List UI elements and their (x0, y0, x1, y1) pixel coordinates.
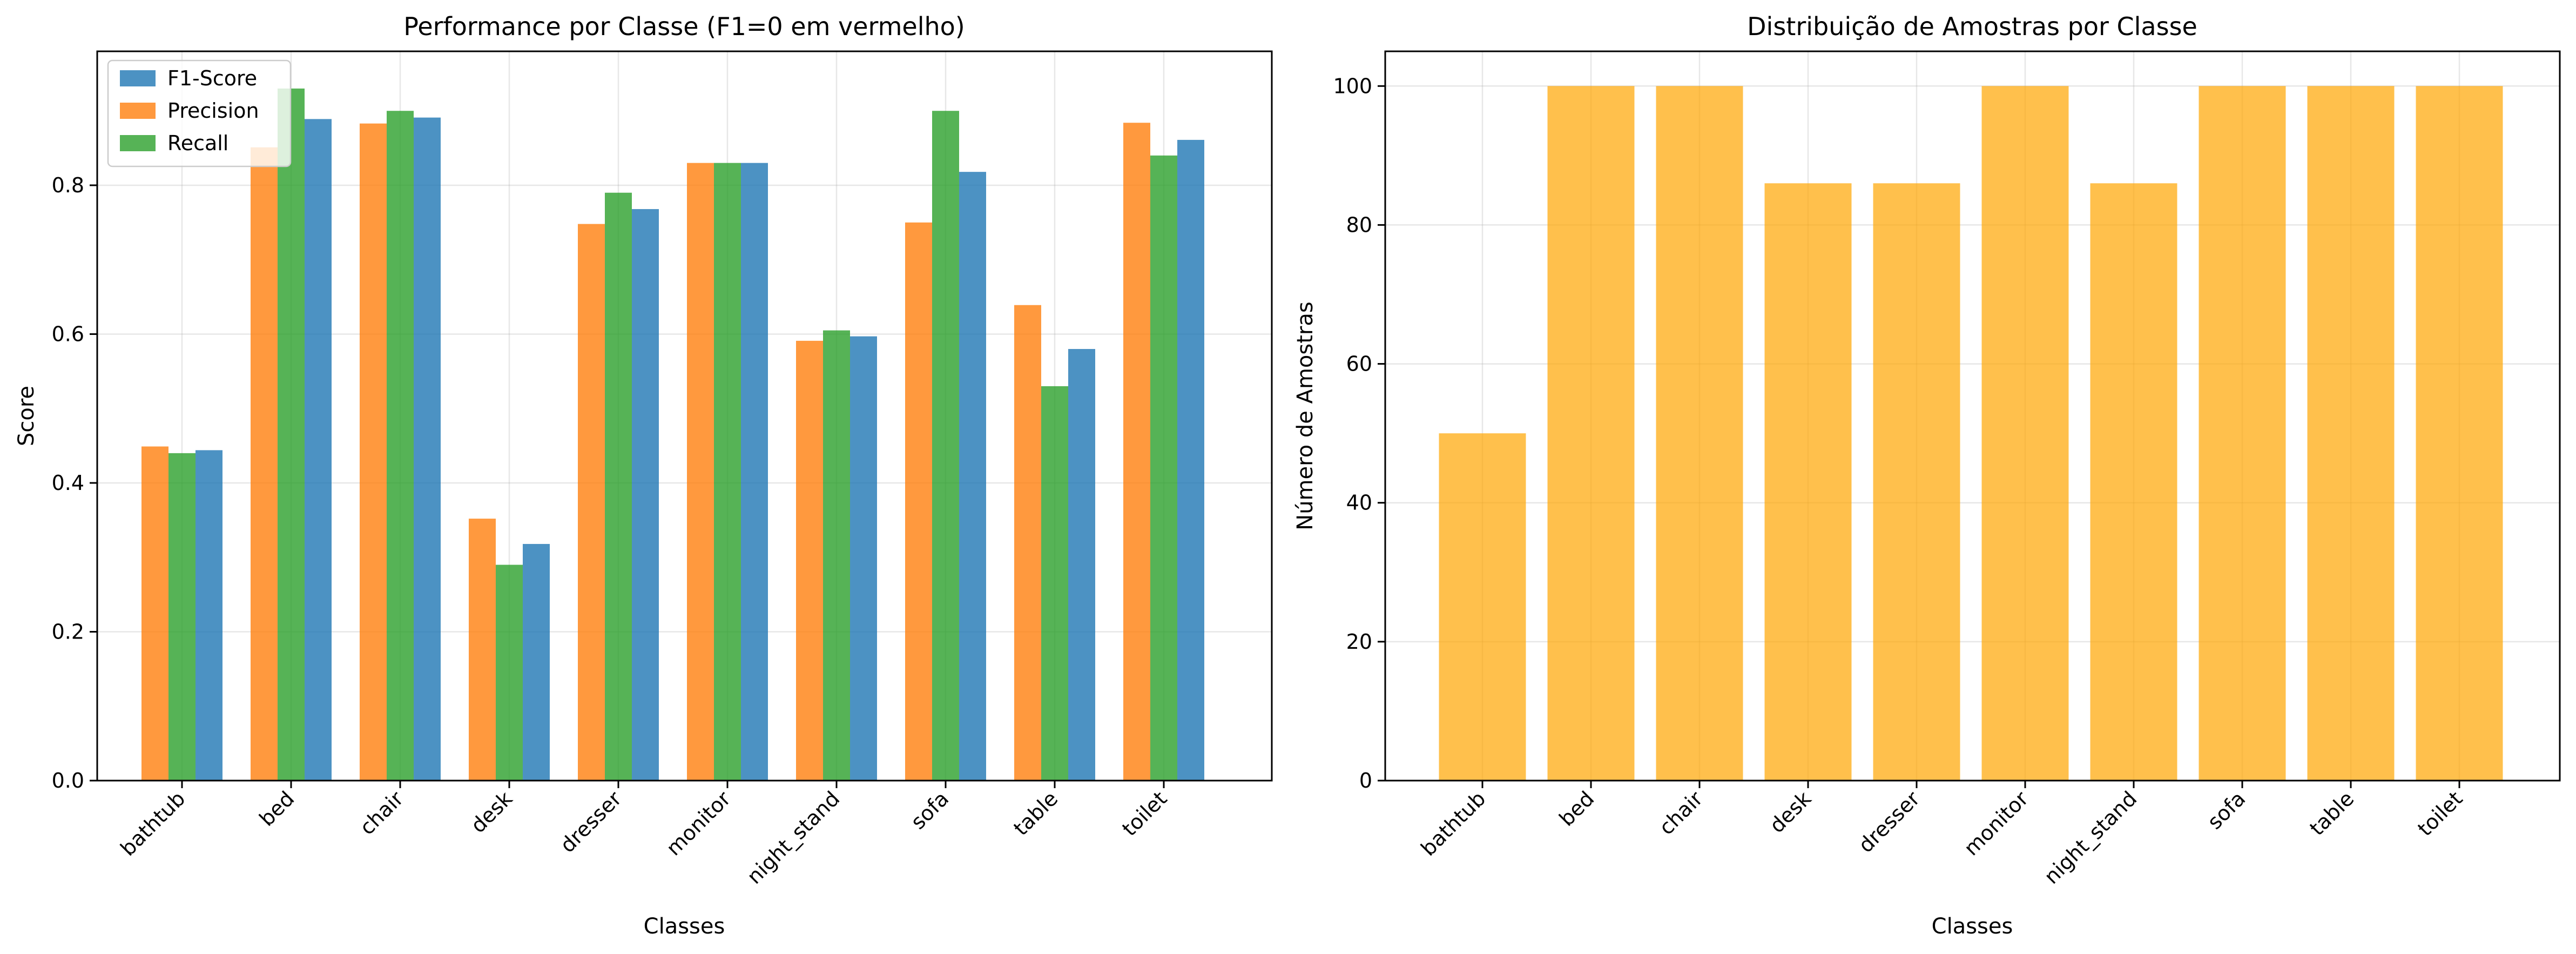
bar-precision-night-stand (796, 340, 823, 781)
bar-samples-table (2307, 86, 2395, 781)
bar-precision-toilet (1123, 123, 1150, 781)
bar-samples-dresser (1873, 183, 1960, 781)
bar-f1-score-bathtub (195, 450, 222, 781)
bar-recall-monitor (714, 163, 741, 781)
performance-x-tick-label: bathtub (116, 787, 190, 861)
samples-x-tick-label: dresser (1854, 787, 1925, 857)
bar-recall-night-stand (823, 330, 850, 781)
performance-x-tick-label: toilet (1117, 787, 1171, 841)
bar-recall-chair (387, 111, 414, 781)
performance-x-tick-label: monitor (662, 787, 736, 861)
samples-chart-title: Distribuição de Amostras por Classe (1747, 12, 2197, 41)
bar-f1-score-toilet (1177, 139, 1204, 781)
bar-recall-sofa (932, 111, 959, 781)
legend: F1-Score Precision Recall (107, 59, 292, 167)
performance-x-tick-label: night_stand (743, 787, 845, 889)
bar-precision-sofa (905, 222, 932, 781)
performance-x-tick-label: chair (355, 787, 408, 839)
samples-x-tick-label: bathtub (1417, 787, 1491, 861)
samples-y-tick-label: 20 (1346, 630, 1372, 654)
bar-f1-score-bed (305, 119, 332, 781)
bar-samples-desk (1764, 183, 1852, 781)
samples-x-tick-label: desk (1765, 787, 1816, 837)
bar-samples-bed (1547, 86, 1635, 781)
performance-y-tick-label: 0.2 (52, 620, 84, 643)
bar-f1-score-chair (414, 117, 441, 781)
performance-chart-title: Performance por Classe (F1=0 em vermelho… (403, 12, 965, 41)
bar-f1-score-desk (523, 543, 550, 781)
samples-x-tick-label: chair (1654, 787, 1707, 839)
bar-recall-table (1041, 386, 1068, 781)
samples-y-tick-label: 80 (1346, 213, 1372, 237)
bar-recall-bathtub (168, 453, 195, 781)
samples-x-tick-label: sofa (2203, 787, 2250, 834)
bar-samples-chair (1656, 86, 1743, 781)
bar-recall-toilet (1150, 155, 1177, 781)
bar-recall-bed (278, 88, 305, 781)
bar-precision-dresser (578, 224, 605, 781)
samples-y-tick-label: 0 (1359, 769, 1372, 792)
samples-x-tick-label: table (2305, 787, 2358, 840)
samples-x-tick-label: toilet (2413, 787, 2467, 841)
bar-f1-score-table (1068, 349, 1095, 781)
samples-y-tick-label: 60 (1346, 352, 1372, 376)
samples-y-tick-label: 100 (1333, 74, 1372, 98)
performance-x-tick-label: desk (466, 787, 517, 837)
bar-f1-score-sofa (959, 172, 986, 781)
samples-chart: 0 20 40 60 80 100 bathtub bed chair desk dresser mo… (1293, 12, 2561, 939)
performance-y-tick-label: 0.6 (52, 322, 84, 346)
performance-y-tick-label: 0.4 (52, 471, 84, 495)
bar-samples-monitor (1981, 86, 2069, 781)
bar-precision-table (1014, 305, 1041, 781)
bar-samples-sofa (2199, 86, 2286, 781)
legend-swatch-f1-score (120, 70, 156, 86)
bar-f1-score-night-stand (850, 336, 877, 781)
legend-label: Precision (167, 99, 259, 123)
bar-samples-bathtub (1439, 433, 1526, 781)
samples-x-tick-label: night_stand (2040, 787, 2142, 889)
bar-f1-score-monitor (741, 163, 768, 781)
performance-x-tick-label: table (1009, 787, 1062, 840)
samples-y-tick-label: 40 (1346, 491, 1372, 515)
samples-y-axis-label: Número de Amostras (1293, 301, 1318, 530)
performance-y-axis-label: Score (14, 386, 39, 446)
legend-swatch-precision (120, 103, 156, 119)
bar-precision-chair (360, 123, 387, 781)
performance-x-tick-label: sofa (906, 787, 953, 834)
samples-plot-frame (1384, 50, 2561, 782)
performance-plot-frame (96, 50, 1273, 782)
bar-precision-bed (251, 147, 278, 781)
legend-label: Recall (167, 131, 228, 155)
legend-swatch-recall (120, 135, 156, 151)
bar-precision-monitor (687, 163, 714, 781)
performance-x-tick-label: dresser (556, 787, 626, 857)
bar-precision-bathtub (141, 446, 168, 781)
legend-label: F1-Score (167, 66, 257, 90)
bar-recall-dresser (605, 192, 632, 781)
bar-f1-score-dresser (632, 209, 659, 781)
samples-x-tick-label: bed (1555, 787, 1599, 831)
performance-chart: 0.0 0.2 0.4 0.6 0.8 bathtub bed chair desk dresse… (14, 12, 1273, 939)
bar-recall-desk (496, 565, 523, 781)
samples-x-axis-label: Classes (1932, 914, 2013, 939)
performance-y-tick-label: 0.0 (52, 769, 84, 792)
bar-samples-toilet (2416, 86, 2503, 781)
performance-y-tick-label: 0.8 (52, 173, 84, 197)
bar-samples-night-stand (2090, 183, 2177, 781)
performance-x-tick-label: bed (255, 787, 299, 831)
bar-precision-desk (469, 519, 496, 781)
performance-x-axis-label: Classes (644, 914, 725, 939)
samples-x-tick-label: monitor (1959, 787, 2033, 861)
